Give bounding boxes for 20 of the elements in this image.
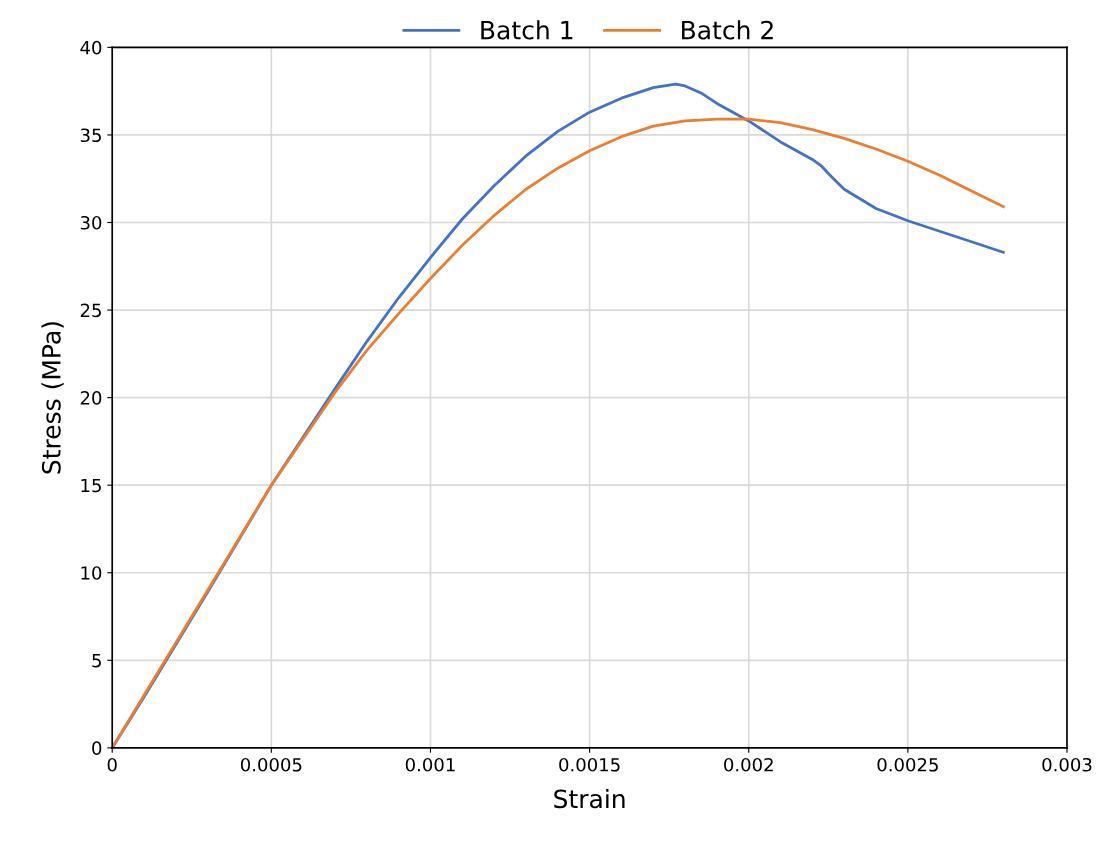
y-tick-label: 20 [80,391,102,405]
x-tick-label: 0.0025 [877,757,938,772]
y-tick-label: 0 [92,741,102,755]
y-tick-label: 5 [92,654,101,668]
y-tick-label: 10 [81,566,102,580]
y-axis-title: Stress (MPa) [41,322,64,474]
x-tick-label: 0 [107,757,117,772]
x-tick-label: 0.0015 [559,757,620,772]
legend-label: Batch 1 [481,20,573,40]
y-tick-label: 25 [80,303,101,318]
y-tick-label: 15 [81,478,101,493]
x-tick-label: 0.0005 [240,757,302,772]
x-tick-label: 0.001 [405,757,455,772]
x-tick-label: 0.002 [724,757,773,772]
y-tick-label: 40 [80,40,102,55]
x-axis-title: Strain [554,788,625,809]
y-tick-label: 30 [80,215,102,230]
x-tick-label: 0.003 [1042,757,1092,772]
legend-label: Batch 2 [682,20,773,40]
y-tick-label: 35 [80,128,101,143]
